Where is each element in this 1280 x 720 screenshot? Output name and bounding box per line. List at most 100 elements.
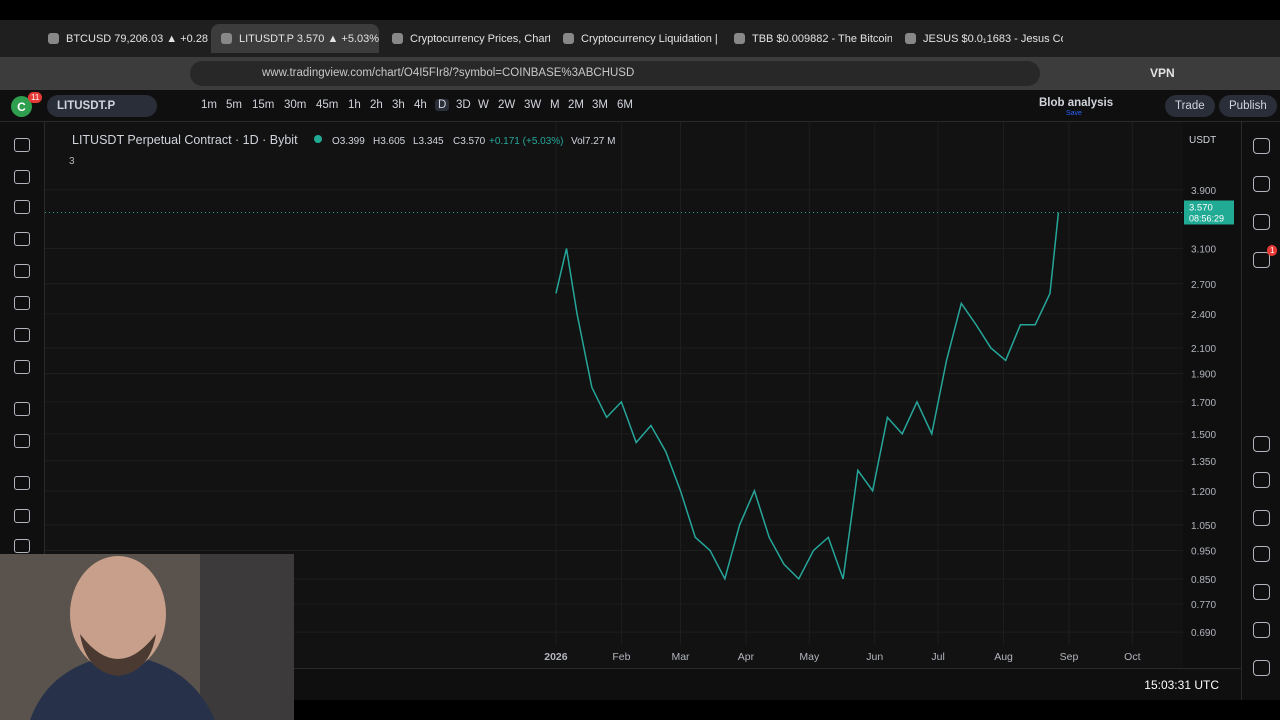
panel-icon[interactable] — [1253, 138, 1270, 154]
tool-icon[interactable] — [14, 509, 30, 523]
countdown-label: 08:56:29 — [1189, 213, 1224, 223]
y-tick-label: 3.900 — [1191, 186, 1216, 197]
interval-button[interactable]: 2M — [568, 99, 584, 111]
y-tick-label: 1.500 — [1191, 430, 1216, 441]
y-tick-label: 0.950 — [1191, 546, 1216, 557]
last-price-label: 3.570 — [1189, 202, 1213, 213]
alert-badge: 1 — [1267, 245, 1278, 256]
vpn-badge[interactable]: VPN — [1150, 66, 1175, 80]
interval-button[interactable]: 1m — [201, 99, 217, 111]
tool-icon[interactable] — [14, 539, 30, 553]
panel-icon[interactable] — [1253, 436, 1270, 452]
volume: Vol7.27 M — [571, 136, 615, 147]
browser-tab[interactable]: TBB $0.009882 - The Bitcoin — [724, 24, 892, 53]
browser-tab[interactable]: JESUS $0.0₁1683 - Jesus Coi — [895, 24, 1063, 53]
interval-button[interactable]: D — [435, 99, 450, 111]
door — [200, 554, 294, 720]
interval-button[interactable]: 5m — [226, 99, 242, 111]
legend-title: LITUSDT Perpetual Contract · 1D · Bybit — [72, 133, 298, 147]
face — [70, 556, 166, 672]
layout-status: Save — [1066, 110, 1082, 117]
y-tick-label: 0.690 — [1191, 628, 1216, 639]
notification-badge: 11 — [28, 92, 43, 103]
interval-button[interactable]: 45m — [316, 99, 339, 111]
last-price-box — [1184, 200, 1234, 225]
publish-button[interactable]: Publish — [1219, 95, 1277, 117]
x-tick-label: Jun — [866, 651, 883, 663]
y-tick-label: 1.350 — [1191, 457, 1216, 468]
tool-icon[interactable] — [14, 296, 30, 310]
panel-icon[interactable] — [1253, 510, 1270, 526]
trade-button[interactable]: Trade — [1165, 95, 1215, 117]
panel-icon[interactable] — [1253, 176, 1270, 192]
tool-icon[interactable] — [14, 138, 30, 152]
high: H3.605 — [373, 136, 406, 147]
currency-selector: USDT — [1189, 135, 1216, 146]
x-tick-label: Sep — [1060, 651, 1079, 663]
tool-icon[interactable] — [14, 170, 30, 184]
webcam-image — [0, 554, 294, 720]
symbol-search[interactable]: LITUSDT.P — [47, 95, 157, 117]
interval-button[interactable]: 6M — [617, 99, 633, 111]
y-tick-label: 1.900 — [1191, 370, 1216, 381]
change: +0.171 (+5.03%) — [489, 136, 564, 147]
clock: 15:03:31 UTC — [1144, 678, 1219, 692]
panel-icon[interactable] — [1253, 252, 1270, 268]
url-field[interactable]: www.tradingview.com/chart/O4I5FIr8/?symb… — [190, 61, 1040, 86]
tool-icon[interactable] — [14, 360, 30, 374]
y-tick-label: 2.700 — [1191, 280, 1216, 291]
browser-tab[interactable]: LITUSDT.P 3.570 ▲ +5.03% | — [211, 24, 379, 53]
market-status — [314, 135, 322, 143]
browser-tab[interactable]: Cryptocurrency Prices, Chart — [382, 24, 550, 53]
interval-button[interactable]: 3W — [524, 99, 542, 111]
x-tick-label: Aug — [994, 651, 1013, 663]
interval-button[interactable]: 4h — [414, 99, 427, 111]
interval-button[interactable]: 1h — [348, 99, 361, 111]
layout-name[interactable]: Blob analysis — [1039, 97, 1114, 109]
y-tick-label: 3.100 — [1191, 245, 1216, 256]
avatar[interactable]: C — [11, 96, 32, 117]
interval-button[interactable]: 15m — [252, 99, 275, 111]
interval-button[interactable]: 3D — [456, 99, 471, 111]
panel-icon[interactable] — [1253, 214, 1270, 230]
low: L3.345 — [413, 136, 444, 147]
interval-button[interactable]: 2h — [370, 99, 383, 111]
panel-icon[interactable] — [1253, 546, 1270, 562]
beard — [80, 634, 156, 676]
y-tick-label: 1.700 — [1191, 398, 1216, 409]
y-tick-label: 1.050 — [1191, 521, 1216, 532]
browser-tab[interactable]: Cryptocurrency Liquidation | — [553, 24, 721, 53]
tool-icon[interactable] — [14, 232, 30, 246]
panel-icon[interactable] — [1253, 660, 1270, 676]
panel-icon[interactable] — [1253, 472, 1270, 488]
interval-button[interactable]: 30m — [284, 99, 307, 111]
address-bar: www.tradingview.com/chart/O4I5FIr8/?symb… — [0, 57, 1280, 90]
browser-tab[interactable]: BTCUSD 79,206.03 ▲ +0.28 — [38, 24, 208, 53]
interval-button[interactable]: 3h — [392, 99, 405, 111]
y-tick-label: 0.850 — [1191, 575, 1216, 586]
tool-icon[interactable] — [14, 402, 30, 416]
indicators-toggle: 3 — [69, 156, 75, 167]
interval-button[interactable]: W — [478, 99, 489, 111]
panel-icon[interactable] — [1253, 584, 1270, 600]
interval-button[interactable]: 3M — [592, 99, 608, 111]
tool-icon[interactable] — [14, 200, 30, 214]
y-tick-label: 1.200 — [1191, 487, 1216, 498]
shirt — [30, 654, 215, 720]
tab-bar: BTCUSD 79,206.03 ▲ +0.28 LITUSDT.P 3.570 … — [0, 20, 1280, 57]
panel-icon[interactable] — [1253, 622, 1270, 638]
chart-toolbar: C 11 LITUSDT.P 1m 5m 15m 30m 45m 1h 2h 3h 4h D 3D W 2W 3… — [0, 90, 1280, 122]
y-tick-label: 2.400 — [1191, 310, 1216, 321]
close: C3.570 — [453, 136, 486, 147]
interval-button[interactable]: 2W — [498, 99, 516, 111]
tool-icon[interactable] — [14, 434, 30, 448]
price-line — [555, 212, 1060, 581]
tool-icon[interactable] — [14, 264, 30, 278]
tool-icon[interactable] — [14, 328, 30, 342]
x-tick-label: Oct — [1124, 651, 1140, 663]
interval-button[interactable]: M — [550, 99, 560, 111]
x-tick-label: Apr — [738, 651, 755, 663]
right-panel: 1 — [1241, 122, 1280, 700]
tool-icon[interactable] — [14, 476, 30, 490]
